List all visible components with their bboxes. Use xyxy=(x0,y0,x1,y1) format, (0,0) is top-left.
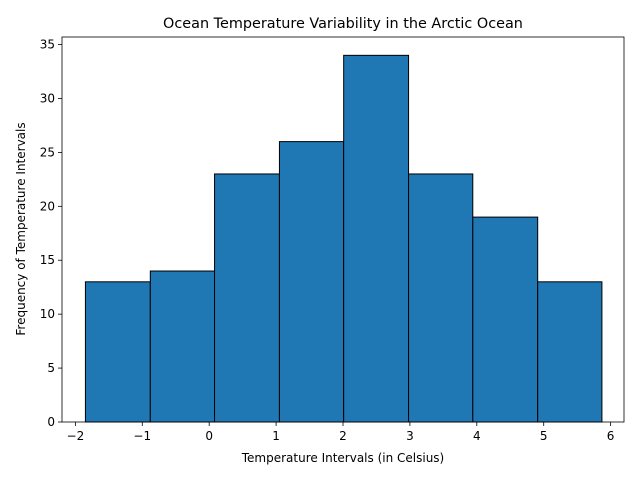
x-tick-label: 2 xyxy=(339,429,347,443)
histogram-bar xyxy=(149,270,216,423)
x-axis-label: Temperature Intervals (in Celsius) xyxy=(241,451,445,465)
histogram-bar xyxy=(214,173,280,423)
y-ticks-group: 0 5 10 15 20 25 30 35 xyxy=(40,38,62,429)
y-tick-label: 10 xyxy=(40,307,55,321)
histogram-bar xyxy=(472,216,539,423)
y-tick-label: 5 xyxy=(47,361,55,375)
histogram-bar xyxy=(537,281,603,423)
y-tick-label: 15 xyxy=(40,253,55,267)
x-tick-label: 4 xyxy=(473,429,481,443)
bars-group xyxy=(84,54,603,423)
histogram-bar xyxy=(84,281,151,423)
chart-title: Ocean Temperature Variability in the Arc… xyxy=(163,16,523,32)
x-tick-label: 5 xyxy=(540,429,548,443)
y-tick-label: 0 xyxy=(47,415,55,429)
x-tick-label: 0 xyxy=(205,429,213,443)
y-tick-label: 20 xyxy=(40,199,55,213)
plot-frame xyxy=(61,36,625,423)
histogram-bar xyxy=(278,141,345,423)
x-tick-label: 1 xyxy=(272,429,280,443)
x-tick-label: 3 xyxy=(406,429,414,443)
x-ticks-group: −2 −1 0 1 2 3 4 5 6 xyxy=(67,422,615,443)
y-tick-label: 25 xyxy=(40,145,55,159)
y-tick-label: 30 xyxy=(40,91,55,105)
x-tick-label: −1 xyxy=(133,429,151,443)
histogram-bar xyxy=(343,54,410,423)
y-axis-label: Frequency of Temperature Intervals xyxy=(14,122,28,335)
x-tick-label: 6 xyxy=(607,429,615,443)
x-tick-label: −2 xyxy=(67,429,85,443)
y-tick-label: 35 xyxy=(40,38,55,52)
histogram-bar xyxy=(408,173,474,423)
